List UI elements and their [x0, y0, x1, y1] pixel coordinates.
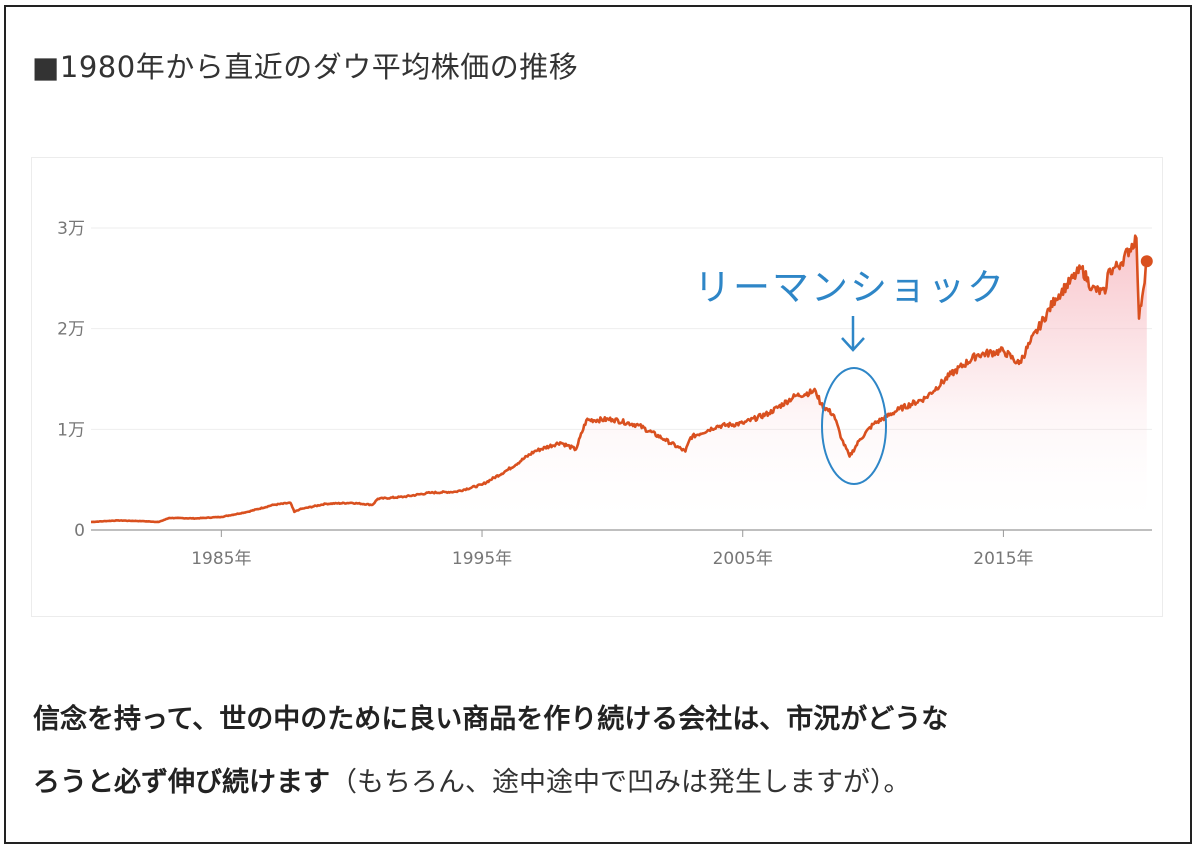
x-tick-label: 2015年: [973, 549, 1033, 569]
x-tick-label: 1995年: [452, 549, 512, 569]
body-text: 信念を持って、世の中のために良い商品を作り続ける会社は、市況がどうな ろうと必ず…: [33, 688, 1163, 814]
x-tick-label: 2005年: [713, 549, 773, 569]
dow-chart: 0 1万 2万 3万 1985年 1995年 2005年 2015年: [57, 219, 1153, 569]
series-line: [90, 234, 1149, 524]
body-bold-line-1: 信念を持って、世の中のために良い商品を作り続ける会社は、市況がどうな: [33, 704, 949, 735]
series-end-point: [1140, 255, 1153, 268]
body-line-1: 信念を持って、世の中のために良い商品を作り続ける会社は、市況がどうな: [33, 688, 1163, 751]
down-arrow-icon: [841, 316, 865, 352]
body-bold-line-2: ろうと必ず伸び続けます: [33, 767, 330, 798]
y-tick-label: 2万: [57, 320, 85, 340]
body-normal-line-2: （もちろん、途中途中で凹みは発生しますが）。: [330, 767, 911, 798]
series-area-fill: [91, 235, 1147, 530]
body-line-2: ろうと必ず伸び続けます（もちろん、途中途中で凹みは発生しますが）。: [33, 751, 1163, 814]
y-tick-label: 3万: [57, 219, 85, 239]
x-tick-label: 1985年: [191, 549, 251, 569]
page-title: ■1980年から直近のダウ平均株価の推移: [32, 50, 579, 84]
lehman-shock-circle: [821, 367, 887, 485]
lehman-shock-label: リーマンショック: [694, 266, 1006, 309]
y-tick-label: 1万: [57, 420, 85, 440]
y-tick-label: 0: [74, 521, 85, 541]
chart-card: 0 1万 2万 3万 1985年 1995年 2005年 2015年: [31, 157, 1163, 617]
